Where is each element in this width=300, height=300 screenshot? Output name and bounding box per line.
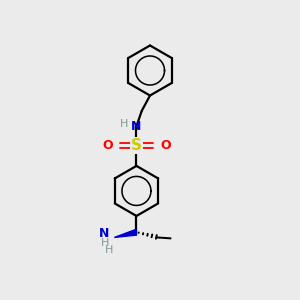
- Text: N: N: [131, 120, 142, 133]
- Text: O: O: [102, 139, 113, 152]
- Text: S: S: [131, 138, 142, 153]
- Text: H: H: [120, 119, 128, 129]
- Text: H: H: [104, 245, 113, 255]
- Text: O: O: [160, 139, 171, 152]
- Text: N: N: [99, 227, 109, 240]
- Text: H: H: [101, 238, 109, 248]
- Polygon shape: [114, 229, 136, 238]
